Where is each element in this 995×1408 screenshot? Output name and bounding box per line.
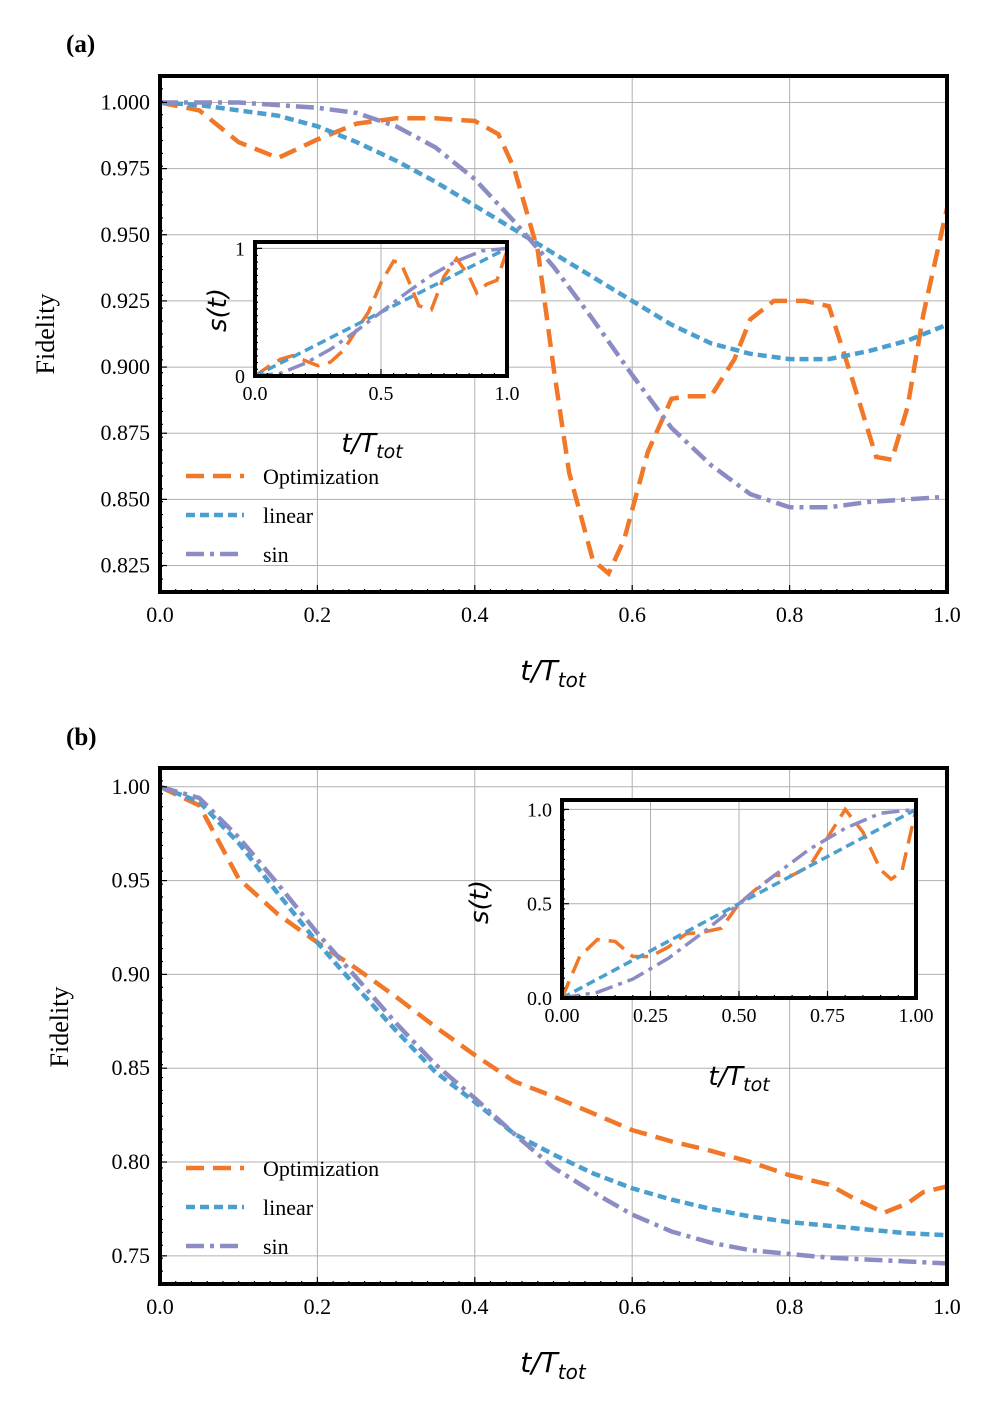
panel-b-ytick-label: 0.95 [112, 868, 151, 893]
panel-a-inset-series-optimization [255, 250, 507, 376]
panel-a-inset-series-sin [255, 246, 507, 376]
panel-a-series-optimization [160, 100, 947, 578]
panel-b-inset-ytick-label: 0.0 [527, 988, 552, 1010]
panel-b-inset-ylabel: s(t) [465, 880, 495, 924]
panel-b-xtick-label: 0.2 [304, 1294, 332, 1319]
panel-b-legend-label-optimization: Optimization [263, 1156, 379, 1181]
panel-a-ytick-label: 0.950 [101, 222, 151, 247]
panel-b-inset-ytick-label: 0.5 [527, 894, 552, 916]
panel-b-ytick-label: 0.80 [112, 1149, 151, 1174]
panel-a-inset-ylabel: s(t) [203, 288, 233, 332]
panel-b-xtick-label: 0.8 [776, 1294, 804, 1319]
panel-b-label: (b) [66, 724, 97, 751]
panel-b-inset-xtick-label: 0.50 [722, 1005, 757, 1027]
panel-b-legend-label-linear: linear [263, 1195, 314, 1220]
panel-b-xtick-label: 0.6 [618, 1294, 646, 1319]
panel-b-inset-xtick-label: 0.25 [633, 1005, 668, 1027]
panel-b-inset: 0.00 0.25 0.50 0.75 1.00 0.0 0.5 1.0 s(t) t/Tto… [465, 798, 934, 1096]
panel-b-inset-xtick-label: 0.75 [810, 1005, 845, 1027]
panel-a-legend-label-optimization: Optimization [263, 464, 379, 489]
panel-b-legend: Optimization linear sin [186, 1156, 379, 1259]
panel-b: (b) 0.0 0.2 0.4 0.6 0.8 1.0 0.75 0.80 0.85 0.90 0.… [45, 724, 961, 1384]
panel-a-label: (a) [66, 31, 95, 58]
panel-a-xtick-label: 0.0 [146, 602, 174, 627]
panel-a-inset-xtick-label: 0.0 [243, 383, 268, 405]
panel-a-ytick-label: 0.975 [101, 156, 151, 181]
panel-a-xtick-label: 0.2 [304, 602, 332, 627]
panel-b-xtick-label: 0.4 [461, 1294, 489, 1319]
panel-a-ytick-label: 0.825 [101, 553, 151, 578]
panel-a-ytick-label: 0.925 [101, 288, 151, 313]
panel-b-inset-xtick-label: 1.00 [899, 1005, 934, 1027]
panel-b-xlabel: t/Ttot [520, 1346, 587, 1384]
panel-b-ylabel: Fidelity [45, 987, 74, 1068]
panel-a-series-sin [160, 100, 947, 510]
panel-b-ytick-label: 0.75 [112, 1243, 151, 1268]
panel-b-inset-ytick-label: 1.0 [527, 799, 552, 821]
panel-b-ytick-label: 1.00 [112, 774, 151, 799]
panel-a-inset-ytick-label: 0 [235, 366, 245, 388]
panel-a-ylabel: Fidelity [31, 294, 60, 375]
panel-b-ytick-label: 0.90 [112, 961, 151, 986]
panel-a-legend: Optimization linear sin [186, 464, 379, 567]
panel-b-legend-label-sin: sin [263, 1234, 289, 1259]
panel-a-inset: 0.0 0.5 1.0 0 1 s(t) t/Ttot [203, 238, 520, 463]
panel-b-series-linear [160, 784, 947, 1238]
panel-a-xtick-label: 0.8 [776, 602, 804, 627]
panel-b-inset-xtick-label: 0.00 [545, 1005, 580, 1027]
panel-a-legend-label-linear: linear [263, 503, 314, 528]
panel-a-xlabel: t/Ttot [520, 654, 587, 692]
panel-b-xtick-label: 1.0 [933, 1294, 961, 1319]
panel-a-ytick-label: 0.875 [101, 420, 151, 445]
panel-a-inset-xtick-label: 0.5 [369, 383, 394, 405]
panel-a-inset-ytick-label: 1 [235, 238, 245, 260]
panel-a-ytick-label: 0.850 [101, 486, 151, 511]
panel-b-xtick-label: 0.0 [146, 1294, 174, 1319]
panel-a-series-linear [160, 100, 947, 362]
panel-b-inset-xlabel: t/Ttot [708, 1062, 771, 1096]
panel-a-xtick-label: 0.6 [618, 602, 646, 627]
panel-a: (a) 0.0 0.2 0.4 0.6 0.8 1.0 0.825 0.850 0.875 0.9… [31, 31, 961, 692]
panel-a-inset-xlabel: t/Ttot [341, 429, 404, 463]
panel-a-xtick-label: 1.0 [933, 602, 961, 627]
panel-b-inset-series-sin [562, 807, 916, 998]
panel-a-xtick-label: 0.4 [461, 602, 489, 627]
panel-a-inset-xtick-label: 1.0 [495, 383, 520, 405]
panel-a-legend-label-sin: sin [263, 542, 289, 567]
panel-a-ytick-label: 1.000 [101, 89, 151, 114]
panel-b-ytick-label: 0.85 [112, 1055, 151, 1080]
panel-a-ytick-label: 0.900 [101, 354, 151, 379]
panel-b-series-sin [160, 784, 947, 1266]
